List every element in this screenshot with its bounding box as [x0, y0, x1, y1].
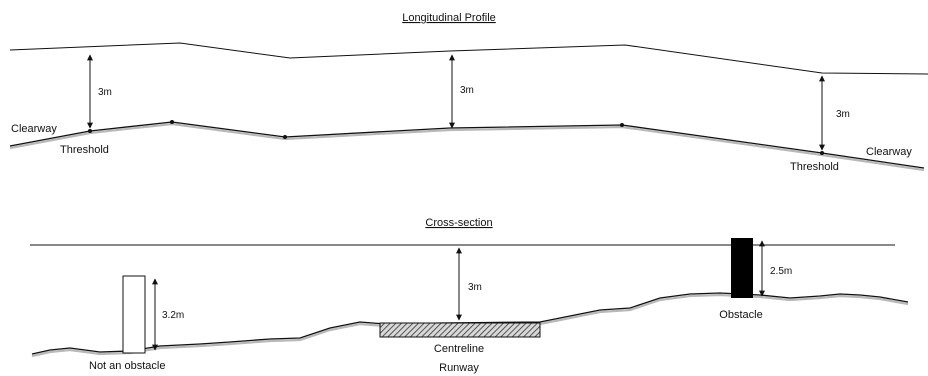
dim-label-not-obstacle: 3.2m: [162, 310, 184, 321]
dim-label-left: 3m: [98, 87, 112, 98]
profile-point: [170, 120, 174, 124]
clearway-label-right: Clearway: [866, 146, 912, 158]
obstacle-object: [731, 238, 753, 298]
threshold-point-right: [820, 151, 824, 155]
terrain-line: [31, 292, 909, 355]
runway-profile-shadow: [9, 122, 925, 172]
clearance-surface-line: [9, 42, 928, 75]
profile-point: [283, 135, 287, 139]
longitudinal-profile: Longitudinal Profile 3m 3m 3m Clearway T…: [9, 12, 928, 173]
clearway-label-left: Clearway: [11, 123, 57, 135]
dim-label-centre: 3m: [468, 282, 482, 293]
threshold-label-left: Threshold: [60, 144, 109, 156]
cross-section-title: Cross-section: [425, 217, 492, 229]
centreline-label: Centreline: [434, 343, 484, 355]
dim-label-obstacle: 2.5m: [770, 266, 792, 277]
not-obstacle-label: Not an obstacle: [89, 360, 165, 372]
threshold-label-right: Threshold: [790, 161, 839, 173]
runway-profile-line: [9, 121, 925, 169]
longitudinal-title: Longitudinal Profile: [402, 12, 496, 24]
profile-point: [620, 123, 624, 127]
cross-section: Cross-section 3.2m 3m 2.5m Not an obstac…: [30, 217, 909, 374]
obstacle-label: Obstacle: [719, 309, 762, 321]
runway-label: Runway: [439, 362, 479, 374]
runway-surface: [379, 322, 541, 338]
not-obstacle-object: [122, 275, 146, 354]
dim-label-right: 3m: [836, 109, 850, 120]
dim-label-center: 3m: [460, 85, 474, 96]
threshold-point-left: [88, 129, 92, 133]
